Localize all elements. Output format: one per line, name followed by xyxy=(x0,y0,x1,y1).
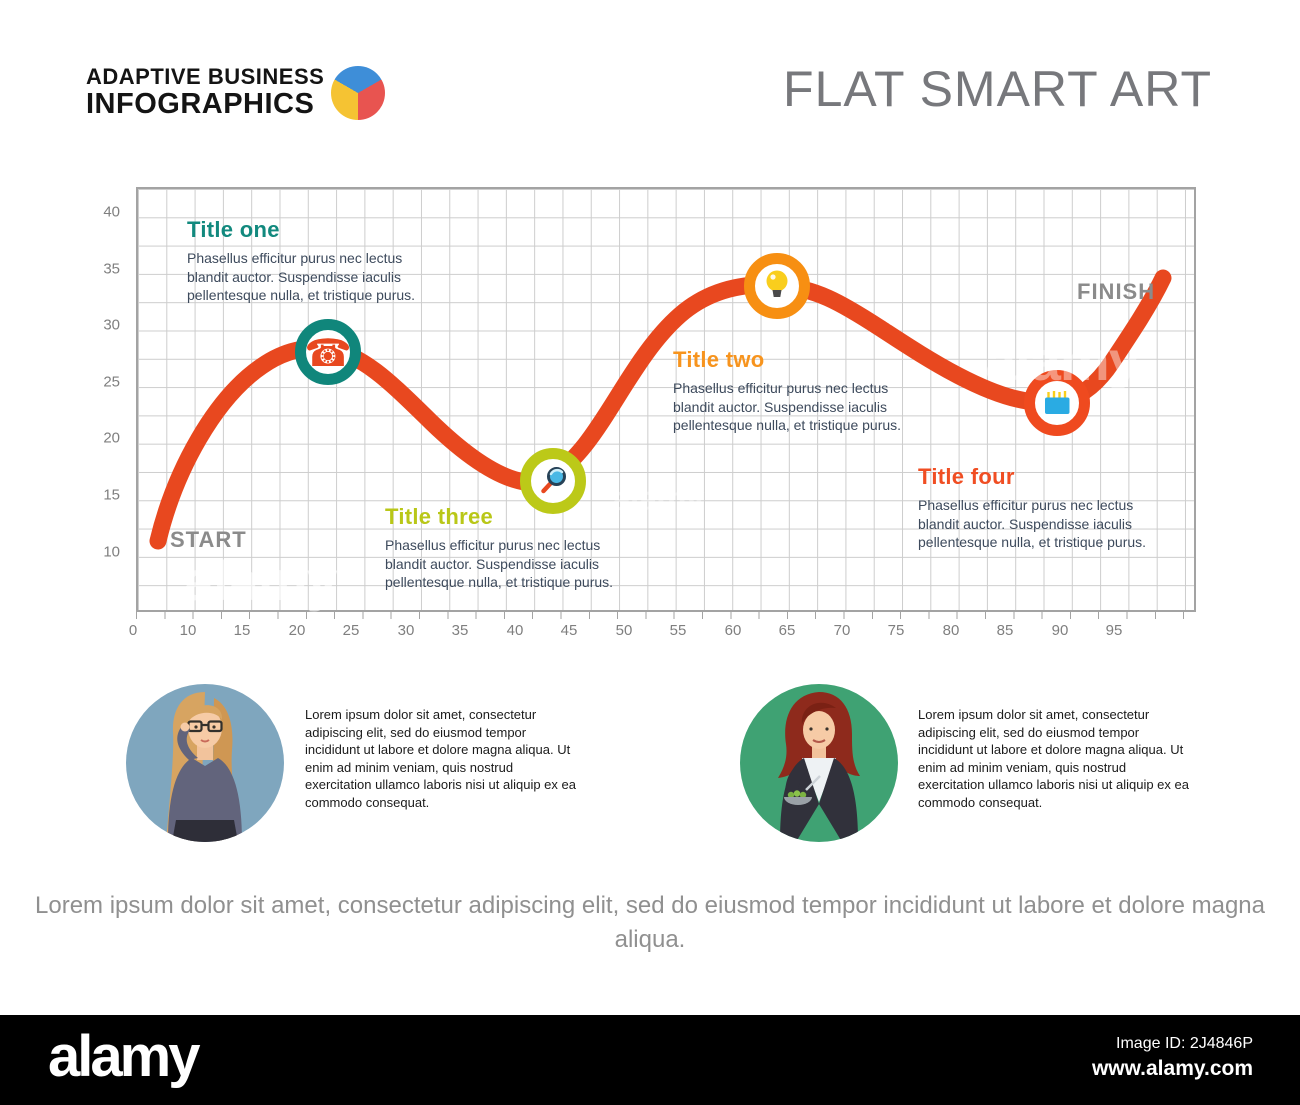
alamy-watermark: alamy xyxy=(183,549,338,612)
businesswoman-glasses-avatar xyxy=(126,684,284,842)
milestone-block-two: Title two Phasellus efficitur purus nec … xyxy=(673,347,941,435)
milestone-title: Title three xyxy=(385,504,494,529)
milestone-block-three: Title three Phasellus efficitur purus ne… xyxy=(385,504,653,592)
x-axis-label: 95 xyxy=(1105,622,1123,639)
y-axis-label: 30 xyxy=(103,316,120,334)
x-axis-label: 35 xyxy=(451,622,469,639)
brand-logo: ADAPTIVE BUSINESS INFOGRAPHICS xyxy=(86,66,324,119)
milestone-body: Phasellus efficitur purus nec lectus bla… xyxy=(673,380,902,433)
x-axis-label: 85 xyxy=(996,622,1014,639)
milestone-body: Phasellus efficitur purus nec lectus bla… xyxy=(187,250,416,303)
logo-line1: ADAPTIVE BUSINESS xyxy=(86,64,325,89)
x-axis-label: 55 xyxy=(669,622,687,639)
x-axis-label: 0 xyxy=(128,622,138,639)
alamy-watermark: alamy xyxy=(985,329,1140,392)
watermark-bar: alamy Image ID: 2J4846P www.alamy.com xyxy=(0,1015,1300,1105)
y-axis-label: 25 xyxy=(103,373,120,391)
x-axis-label: 50 xyxy=(615,622,633,639)
alamy-watermark: alamy xyxy=(612,480,704,518)
person-text: Lorem ipsum dolor sit amet, consectetur … xyxy=(305,707,576,810)
x-axis-label: 30 xyxy=(397,622,415,639)
pie-chart-logo-icon xyxy=(331,66,385,120)
lightbulb-icon xyxy=(766,270,788,297)
y-axis-label: 35 xyxy=(103,260,120,278)
finish-label: FINISH xyxy=(1077,279,1156,304)
magnifier-icon xyxy=(541,467,566,494)
milestone-block-four: Title four Phasellus efficitur purus nec… xyxy=(918,464,1186,552)
y-axis-label: 20 xyxy=(103,429,120,447)
x-axis-label: 45 xyxy=(560,622,578,639)
x-axis-label: 80 xyxy=(942,622,960,639)
x-axis-tickmarks xyxy=(136,612,1196,619)
milestone-title: Title two xyxy=(673,347,765,372)
x-axis-label: 70 xyxy=(833,622,851,639)
milestone-title: Title one xyxy=(187,217,280,242)
start-label: START xyxy=(170,527,247,552)
y-axis-label: 10 xyxy=(103,543,120,561)
x-axis-label: 10 xyxy=(179,622,197,639)
milestone-body: Phasellus efficitur purus nec lectus bla… xyxy=(385,537,614,590)
x-axis-label: 90 xyxy=(1051,622,1069,639)
person-text: Lorem ipsum dolor sit amet, consectetur … xyxy=(918,707,1189,810)
phone-icon: ☎ xyxy=(304,331,351,375)
x-axis-label: 65 xyxy=(778,622,796,639)
y-axis-label: 15 xyxy=(103,486,120,504)
y-axis-label: 40 xyxy=(103,203,120,221)
footer-note: Lorem ipsum dolor sit amet, consectetur … xyxy=(35,892,1265,953)
x-axis-label: 75 xyxy=(887,622,905,639)
x-axis-label: 25 xyxy=(342,622,360,639)
x-axis-label: 40 xyxy=(506,622,524,639)
milestone-ring-one xyxy=(295,319,361,385)
milestone-title: Title four xyxy=(918,464,1015,489)
alamy-url: www.alamy.com xyxy=(1091,1057,1253,1080)
milestone-block-one: Title one Phasellus efficitur purus nec … xyxy=(187,217,455,305)
x-axis-label: 20 xyxy=(288,622,306,639)
alamy-logo: alamy xyxy=(48,1024,200,1089)
x-axis-label: 60 xyxy=(724,622,742,639)
logo-line2: INFOGRAPHICS xyxy=(86,88,315,120)
milestone-body: Phasellus efficitur purus nec lectus bla… xyxy=(918,497,1147,550)
businesswoman-salad-avatar xyxy=(740,684,898,842)
image-id-label: Image ID: 2J4846P xyxy=(1116,1035,1253,1052)
cake-icon xyxy=(1045,391,1070,414)
page-title: FLAT SMART ART xyxy=(783,61,1212,117)
x-axis-label: 15 xyxy=(233,622,251,639)
